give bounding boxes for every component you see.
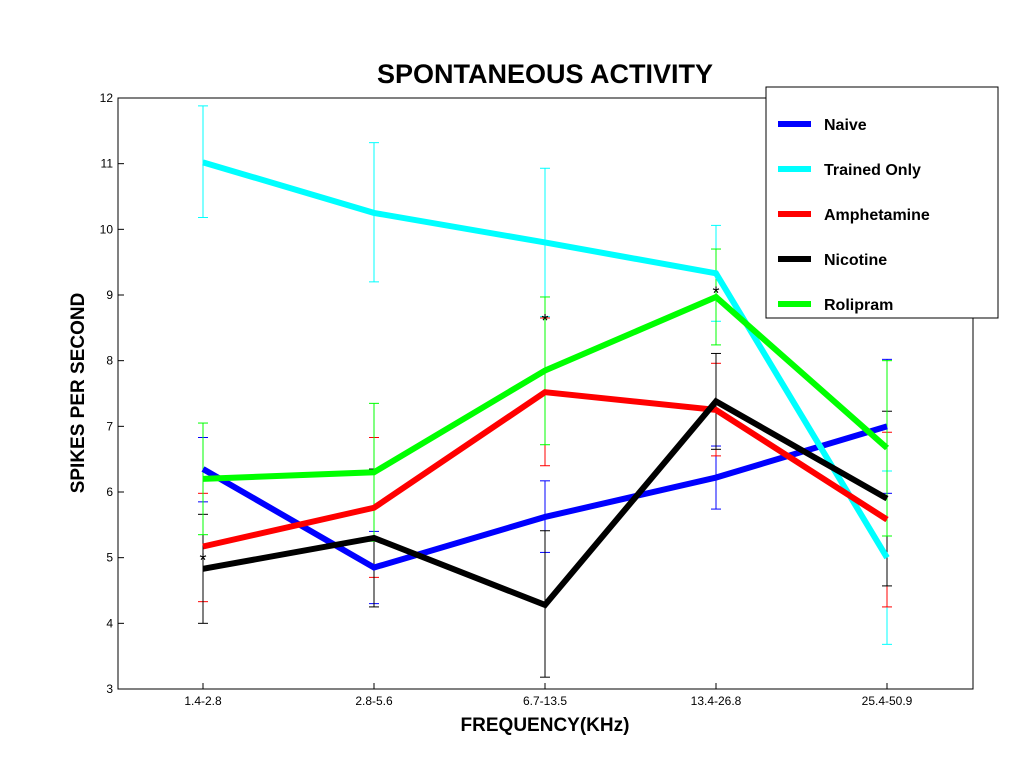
y-tick-label: 3: [106, 682, 113, 696]
significance-marker: *: [199, 551, 206, 571]
y-tick-label: 8: [106, 354, 113, 368]
series-line-trained-only: [202, 159, 890, 560]
legend-entry: Amphetamine: [824, 207, 930, 224]
legend: Naive Trained Only Amphetamine Nicotine Roli…: [765, 86, 999, 319]
legend-entry: Naive: [824, 117, 867, 134]
series-line-naive: [201, 423, 888, 571]
x-tick-label: 13.4-26.8: [691, 694, 742, 708]
y-axis-label: SPIKES PER SECOND: [68, 293, 89, 494]
x-tick-label: 2.8-5.6: [355, 694, 393, 708]
series-line-rolipram: [202, 293, 889, 482]
y-tick-label: 7: [106, 419, 113, 433]
y-tick-label: 11: [101, 157, 114, 171]
chart-title: SPONTANEOUS ACTIVITY: [377, 59, 713, 89]
significance-marker: *: [712, 283, 719, 303]
y-tick-label: 4: [106, 616, 113, 630]
legend-entry: Rolipram: [824, 297, 893, 314]
y-tick-label: 9: [106, 288, 113, 302]
series-line-amphetamine: [202, 389, 889, 550]
error-bar: [882, 360, 892, 537]
x-axis-label: FREQUENCY(KHz): [461, 715, 630, 736]
error-bar: [198, 105, 208, 219]
legend-entry: Nicotine: [824, 252, 887, 269]
y-tick-label: 5: [106, 551, 113, 565]
x-tick-label: 25.4-50.9: [862, 694, 913, 708]
plot-area: 3 4 5 6 7 8 9 10 11 12 1.4-2.8 2.8-5.6 6.7-13.5 13.4-…: [100, 91, 974, 708]
y-tick-label: 12: [100, 91, 114, 105]
x-tick-label: 1.4-2.8: [184, 694, 222, 708]
y-tick-label: 10: [100, 222, 114, 236]
y-tick-label: 6: [106, 485, 113, 499]
x-tick-label: 6.7-13.5: [523, 694, 567, 708]
series-line-nicotine: [202, 397, 889, 609]
significance-marker: *: [541, 311, 548, 331]
legend-entry: Trained Only: [824, 162, 921, 179]
